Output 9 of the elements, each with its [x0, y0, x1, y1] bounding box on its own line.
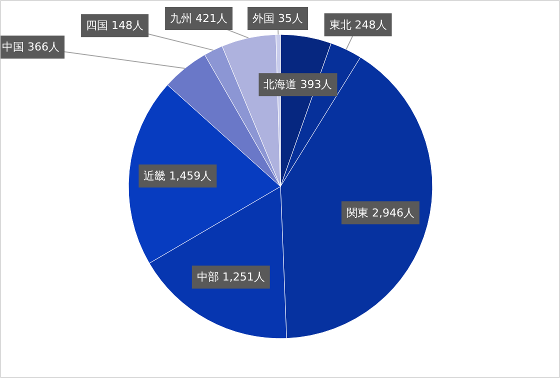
slice-label: 四国 148人 — [86, 19, 144, 32]
slice-label: 九州 421人 — [170, 12, 228, 25]
slice-label: 関東 2,946人 — [346, 206, 414, 220]
slice-label: 中国 366人 — [2, 40, 60, 54]
slice-label: 東北 248人 — [329, 18, 387, 32]
slice-label: 外国 35人 — [252, 12, 304, 25]
slice-label: 北海道 393人 — [264, 78, 332, 92]
slice-label: 中部 1,251人 — [196, 270, 265, 284]
slice-label: 近畿 1,459人 — [144, 170, 212, 183]
